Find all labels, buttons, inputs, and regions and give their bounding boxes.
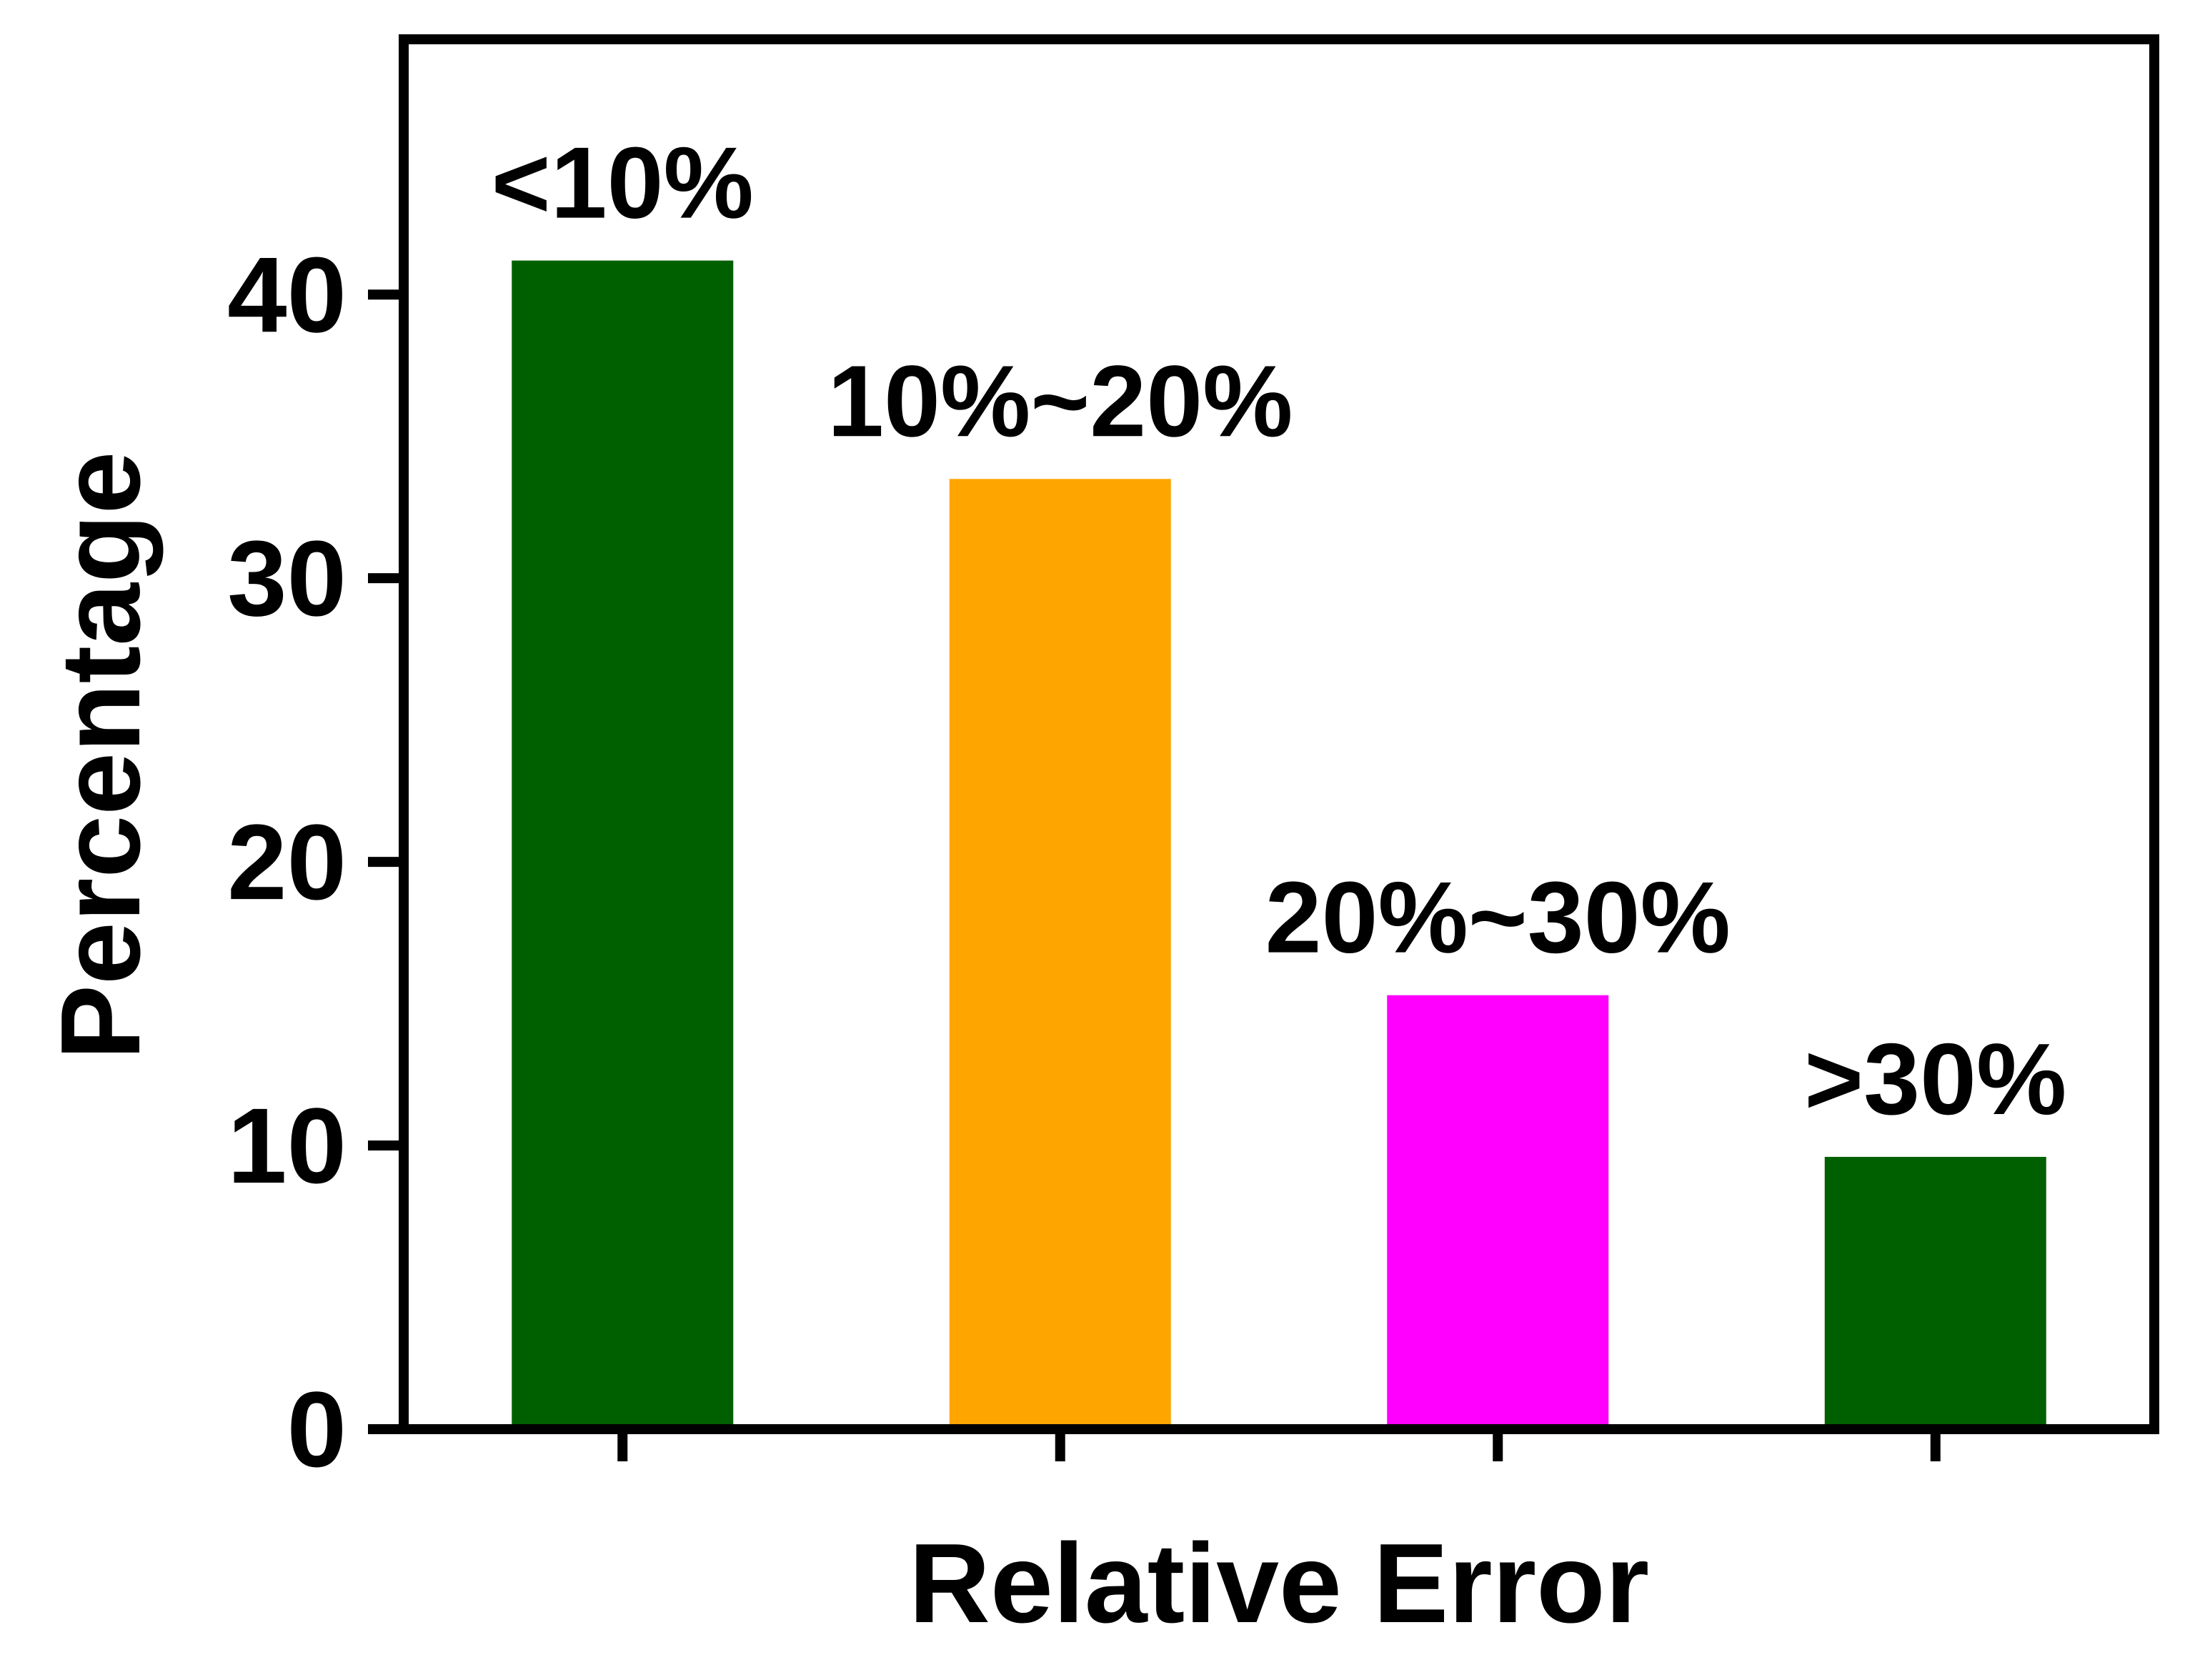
bar-1 (512, 260, 734, 1429)
y-axis-ticks: 0 10 20 30 40 (227, 234, 404, 1489)
bar-3 (1387, 995, 1609, 1429)
y-tick-label-0: 0 (287, 1369, 347, 1489)
plot-frame (399, 34, 2159, 1434)
bars-group (512, 260, 2046, 1429)
x-axis-label: Relative Error (909, 1521, 1649, 1646)
bar-4 (1824, 1156, 2046, 1429)
y-tick-label-20: 20 (227, 802, 347, 922)
y-tick-label-10: 10 (227, 1085, 347, 1206)
y-tick-label-40: 40 (227, 234, 347, 354)
y-tick-label-30: 30 (227, 518, 347, 638)
bar-label-4: >30% (1804, 1023, 2066, 1136)
y-axis-label: Percentage (38, 452, 164, 1060)
bar-2 (949, 479, 1171, 1429)
bar-label-3: 20%~30% (1265, 861, 1731, 975)
bar-label-1: <10% (492, 126, 754, 240)
bar-label-2: 10%~20% (827, 344, 1293, 458)
bar-labels-group: <10% 10%~20% 20%~30% >30% (492, 126, 2067, 1136)
x-axis-ticks (617, 1429, 1941, 1461)
